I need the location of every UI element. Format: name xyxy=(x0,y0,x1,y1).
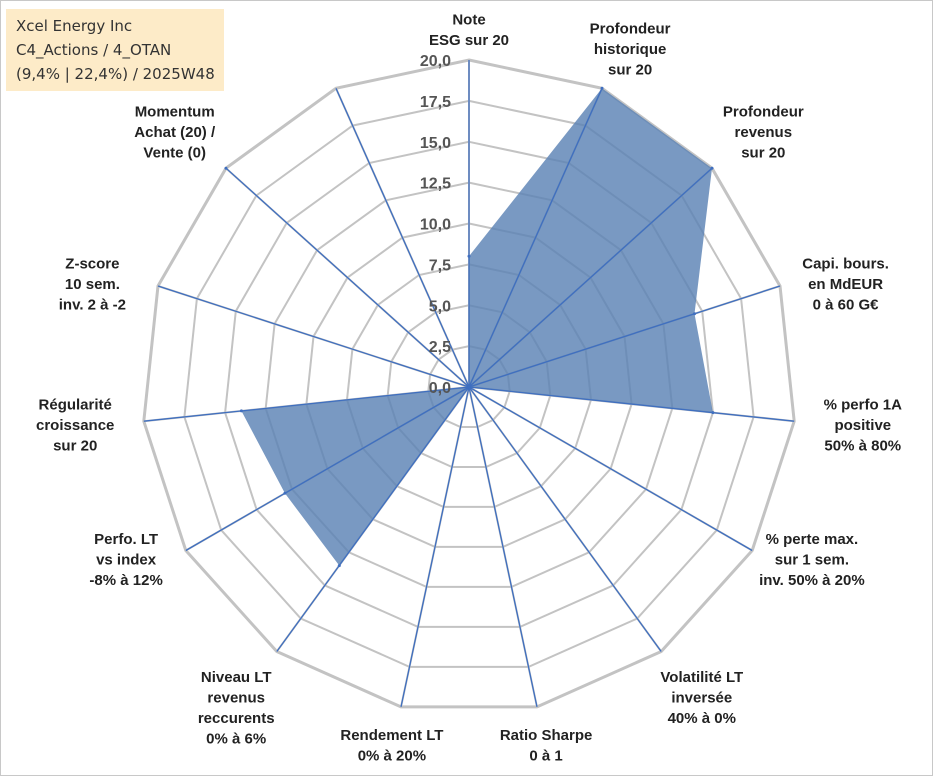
axis-label: -8% à 12% xyxy=(89,572,162,589)
axis-label: 0 à 60 G€ xyxy=(813,296,880,313)
axis-label: Momentum xyxy=(135,104,215,121)
data-point xyxy=(711,411,715,415)
axis-label: 0% à 6% xyxy=(206,731,266,748)
data-point xyxy=(337,564,341,568)
axis-label: Régularité xyxy=(39,396,112,413)
tick-label: 12,5 xyxy=(420,176,451,193)
axis-label: Rendement LT xyxy=(340,727,443,744)
axis-label: Volatilité LT xyxy=(660,669,743,686)
axis-label: Achat (20) / xyxy=(134,124,216,141)
grid-ring xyxy=(183,99,755,668)
axis-label: Profondeur xyxy=(723,104,804,121)
axis-label: Niveau LT xyxy=(201,669,272,686)
axis-line xyxy=(468,285,781,388)
data-point xyxy=(224,166,228,170)
tick-label: 20,0 xyxy=(420,53,451,70)
axis-label: 0% à 20% xyxy=(358,747,426,764)
axis-label: reccurents xyxy=(198,710,275,727)
data-point xyxy=(467,254,471,258)
axis-label: % perfo 1A xyxy=(824,396,903,413)
axis-label: historique xyxy=(594,41,667,58)
axis-label: sur 1 sem. xyxy=(775,552,849,569)
axis-label: Ratio Sharpe xyxy=(500,727,593,744)
axis-label: inv. 50% à 20% xyxy=(759,572,865,589)
axis-label: 10 sem. xyxy=(65,276,120,293)
tick-label: 7,5 xyxy=(429,257,451,274)
axis-label: sur 20 xyxy=(741,145,785,162)
axis-label: Note xyxy=(452,11,485,28)
axis-label: inv. 2 à -2 xyxy=(59,296,126,313)
axis-label: revenus xyxy=(735,124,793,141)
axis-line xyxy=(185,386,470,552)
axis-line xyxy=(335,88,470,388)
tick-label: 15,0 xyxy=(420,135,451,152)
axis-label: Vente (0) xyxy=(143,145,206,162)
axis-line xyxy=(157,285,470,388)
axis-line xyxy=(468,167,713,388)
axis-line xyxy=(468,386,662,652)
axis-line xyxy=(276,386,470,652)
axis-label: ESG sur 20 xyxy=(429,32,509,49)
info-company: Xcel Energy Inc xyxy=(16,17,133,35)
axis-label: % perte max. xyxy=(766,531,859,548)
axis-label: croissance xyxy=(36,417,114,434)
tick-label: 17,5 xyxy=(420,94,451,111)
axis-label: sur 20 xyxy=(608,61,652,78)
axis-label: revenus xyxy=(207,690,265,707)
axis-line xyxy=(468,386,753,552)
axis-label: 40% à 0% xyxy=(668,710,736,727)
axis-label: positive xyxy=(834,417,891,434)
axis-line xyxy=(468,386,795,422)
tick-label: 5,0 xyxy=(429,298,451,315)
axis-label: inversée xyxy=(671,690,732,707)
info-box: Xcel Energy Inc C4_Actions / 4_OTAN (9,4… xyxy=(6,9,224,91)
info-stats: (9,4% | 22,4%) / 2025W48 xyxy=(16,65,215,83)
grid-ring xyxy=(142,58,796,709)
data-point xyxy=(693,312,696,316)
axis-label: 50% à 80% xyxy=(824,437,901,454)
axis-line xyxy=(143,386,470,422)
data-point xyxy=(467,385,471,389)
axis-line xyxy=(468,386,538,708)
axis-label: Perfo. LT xyxy=(94,531,158,548)
tick-label: 0,0 xyxy=(429,380,451,397)
data-point xyxy=(710,166,714,170)
axis-label: Capi. bours. xyxy=(802,255,889,272)
axis-line xyxy=(225,167,470,388)
axis-label: Profondeur xyxy=(590,20,671,37)
axis-line xyxy=(468,88,603,388)
axis-line xyxy=(400,386,470,708)
axis-label: Z-score xyxy=(65,255,119,272)
tick-label: 2,5 xyxy=(429,339,451,356)
data-point xyxy=(600,86,604,90)
tick-label: 10,0 xyxy=(420,217,451,234)
axis-label: en MdEUR xyxy=(808,276,883,293)
info-category: C4_Actions / 4_OTAN xyxy=(16,41,172,59)
data-point xyxy=(239,409,243,413)
axis-label: sur 20 xyxy=(53,437,97,454)
data-point xyxy=(283,491,287,495)
axis-label: vs index xyxy=(96,552,157,569)
axis-label: 0 à 1 xyxy=(529,747,562,764)
